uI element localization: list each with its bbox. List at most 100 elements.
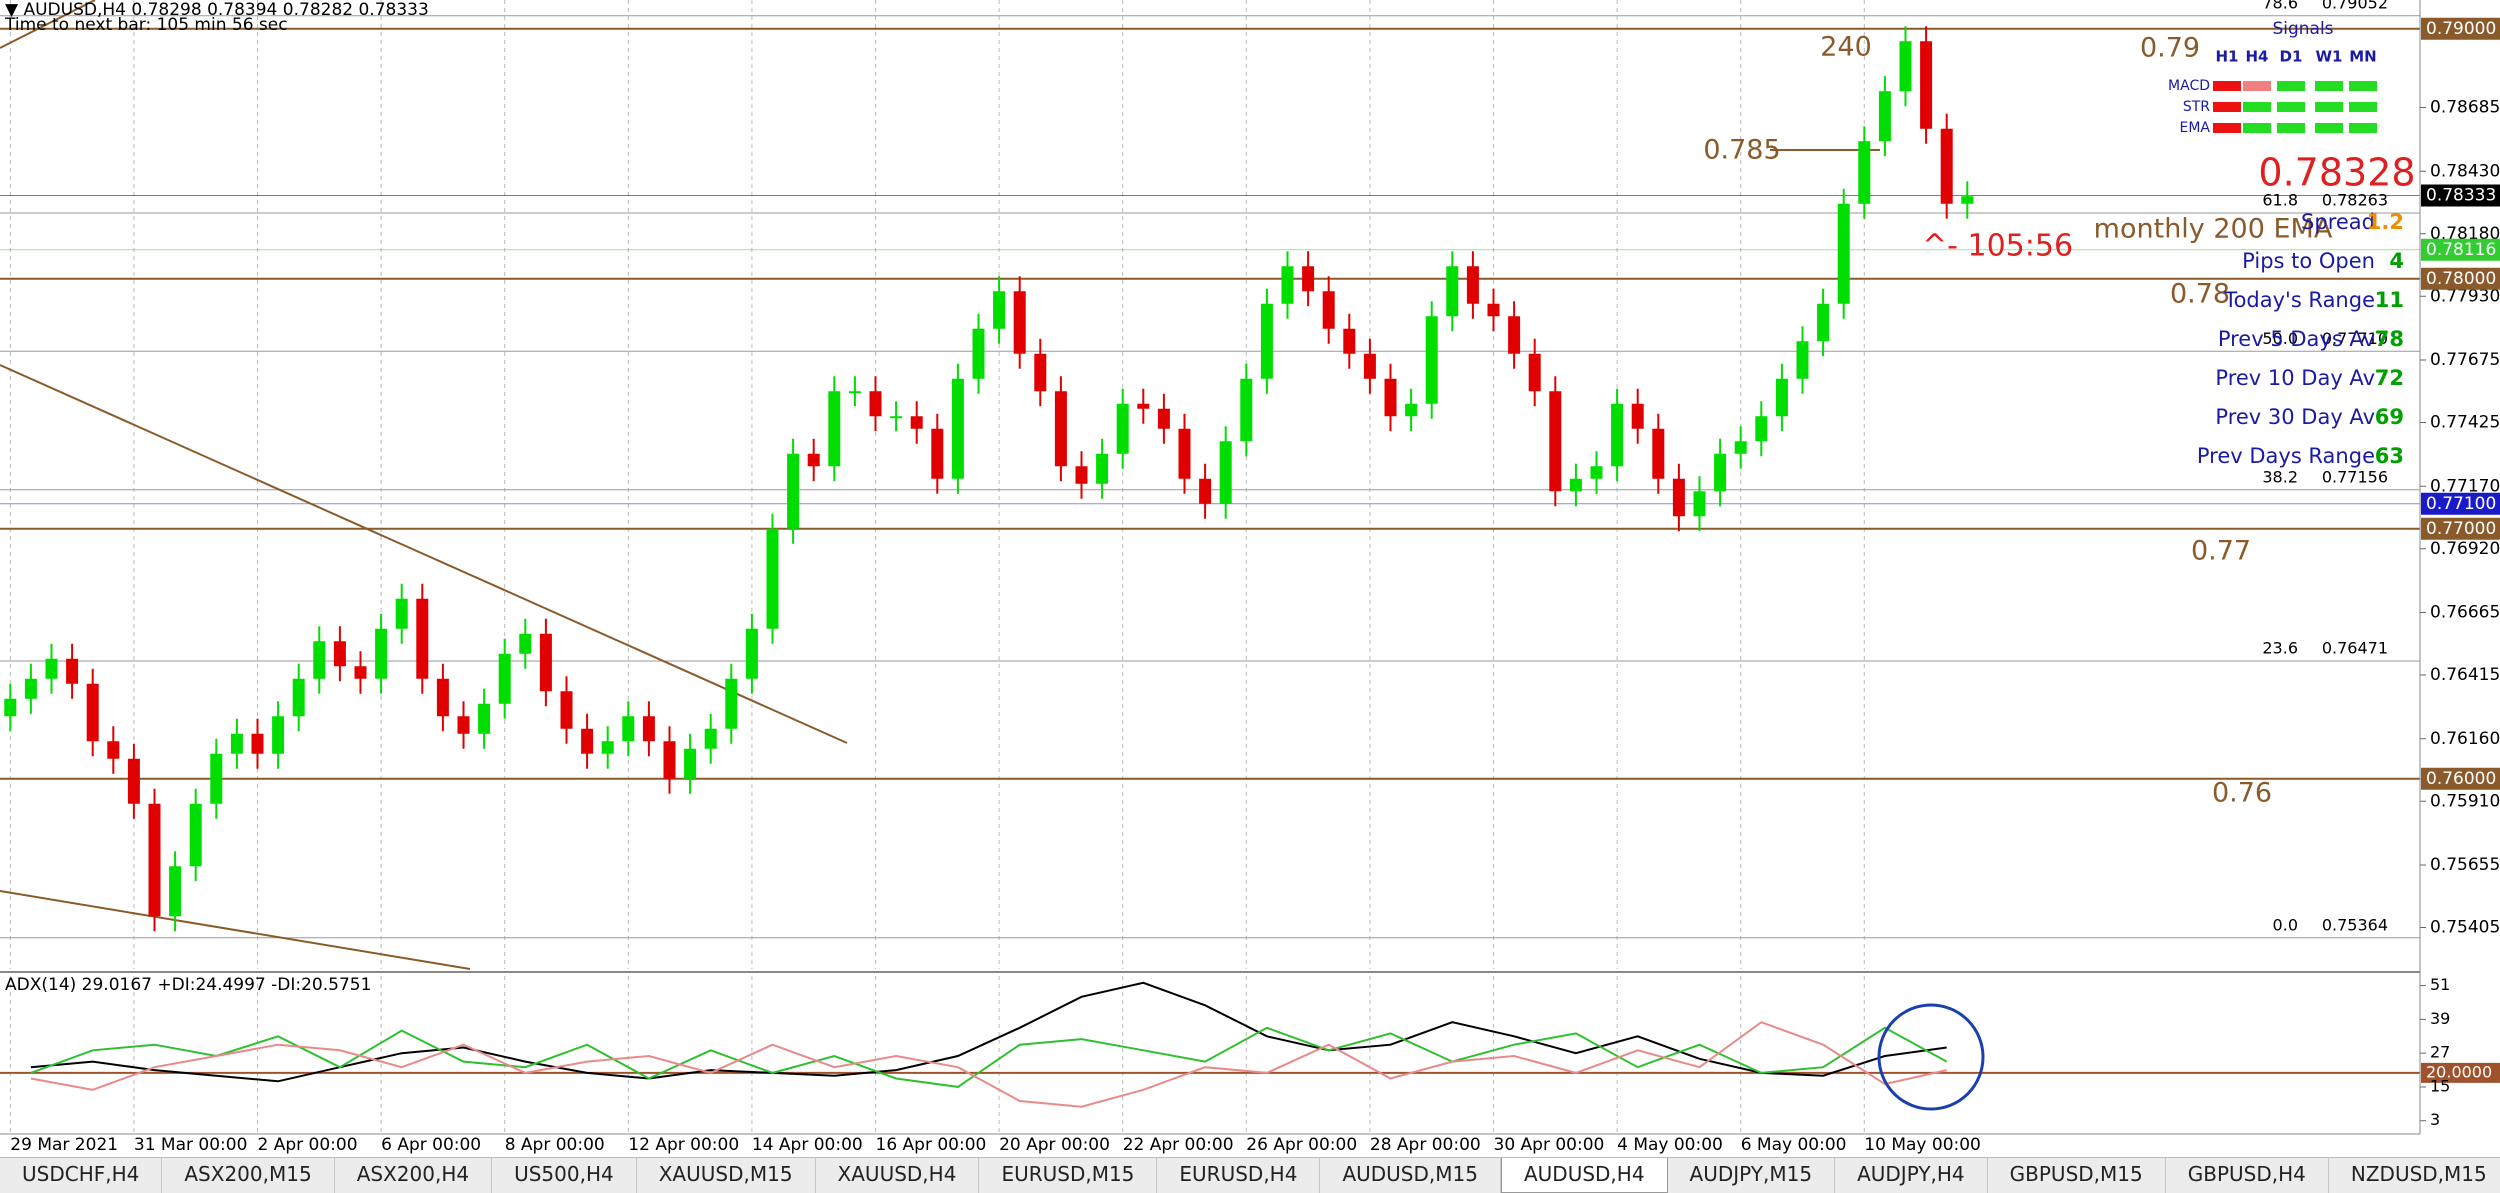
signal-header: W1 — [2316, 48, 2343, 66]
y-tick-label: 0.78430 — [2430, 161, 2500, 181]
tab[interactable]: EURUSD,H4 — [1157, 1158, 1321, 1193]
y-tick-label: 0.76920 — [2430, 539, 2500, 559]
y-tick-label: 0.78685 — [2430, 98, 2500, 118]
tab[interactable]: AUDJPY,M15 — [1668, 1158, 1836, 1193]
tab[interactable]: ASX200,H4 — [335, 1158, 493, 1193]
x-tick-label: 2 Apr 00:00 — [258, 1135, 358, 1155]
candle-body — [1611, 403, 1624, 467]
level-label: 0.77000 — [2426, 519, 2496, 539]
info-label: Prev 10 Day Av — [2215, 366, 2375, 390]
signal-box — [2349, 102, 2377, 112]
y-tick-label: 0.77170 — [2430, 476, 2500, 496]
info-value: 72 — [2375, 366, 2404, 390]
info-label: Pips to Open — [2242, 249, 2375, 273]
y-tick-label: 0.77425 — [2430, 413, 2500, 433]
annotation: 0.78 — [2170, 279, 2230, 310]
candle-body — [1384, 378, 1397, 417]
candle-body — [704, 728, 717, 749]
candle-body — [375, 628, 388, 679]
level-label: 0.79000 — [2426, 19, 2496, 39]
candle-body — [1817, 303, 1830, 342]
info-value: 4 — [2389, 249, 2404, 273]
y-tick-label: 3 — [2430, 1110, 2440, 1129]
tab[interactable]: XAUUSD,H4 — [816, 1158, 980, 1193]
level-label: 0.78000 — [2426, 269, 2496, 289]
y-tick-label: 0.76160 — [2430, 729, 2500, 749]
fib-price: 0.77156 — [2322, 467, 2388, 486]
trendline — [0, 0, 96, 49]
signal-header: MN — [2349, 48, 2376, 66]
tab[interactable]: AUDJPY,H4 — [1835, 1158, 1988, 1193]
candle-body — [848, 391, 861, 394]
candle-body — [272, 716, 285, 754]
info-label: Today's Range — [2223, 288, 2375, 312]
candle-body — [107, 741, 120, 759]
tab[interactable]: USDCHF,H4 — [0, 1158, 163, 1193]
signal-box — [2349, 123, 2377, 133]
tab[interactable]: XAUUSD,M15 — [637, 1158, 816, 1193]
candle-body — [560, 691, 573, 729]
candle-body — [1363, 353, 1376, 379]
candle-body — [1734, 441, 1747, 454]
candle-body — [601, 741, 614, 754]
signals-title: Signals — [2272, 19, 2333, 39]
fib-price: 0.76471 — [2322, 639, 2388, 658]
y-tick-label: 0.77675 — [2430, 350, 2500, 370]
price-axis: 0.786850.784300.781800.779300.776750.774… — [2420, 17, 2500, 1129]
candle-body — [931, 428, 944, 479]
level-marker — [2421, 17, 2500, 40]
indicator — [0, 981, 2420, 1108]
tab[interactable]: US500,H4 — [492, 1158, 637, 1193]
signal-box — [2243, 81, 2271, 91]
candle-body — [1178, 428, 1191, 479]
candle-body — [910, 416, 923, 429]
info-value: 1.2 — [2367, 210, 2404, 234]
candle-body — [1508, 316, 1521, 354]
candle-body — [457, 716, 470, 734]
signal-row-label: MACD — [2168, 78, 2210, 94]
candle-body — [86, 683, 99, 742]
level-marker — [2421, 1062, 2500, 1083]
candle-body — [1796, 341, 1809, 379]
tab[interactable]: GBPUSD,M15 — [1988, 1158, 2166, 1193]
candle-body — [951, 378, 964, 479]
annotation: 0.77 — [2191, 536, 2251, 567]
candle-body — [684, 748, 697, 779]
candle-body — [210, 753, 223, 804]
tab[interactable]: NZDUSD,M15 — [2329, 1158, 2500, 1193]
tab[interactable]: EURUSD,M15 — [979, 1158, 1158, 1193]
candle-body — [1322, 291, 1335, 329]
chart-subtitle: Time to next bar: 105 min 56 sec — [4, 15, 288, 35]
tab[interactable]: ASX200,M15 — [162, 1158, 335, 1193]
x-tick-label: 12 Apr 00:00 — [628, 1135, 739, 1155]
signals-panel: Signals H1 H4 D1 W1 MN MACD STR EMA — [2168, 19, 2377, 136]
level-marker — [2421, 267, 2500, 290]
tab[interactable]: AUDUSD,M15 — [1320, 1158, 1501, 1193]
tab[interactable]: AUDUSD,H4 — [1500, 1158, 1668, 1193]
level-marker — [2421, 517, 2500, 540]
y-tick-label: 15 — [2430, 1076, 2450, 1095]
tab[interactable]: GBPUSD,H4 — [2166, 1158, 2329, 1193]
candle-body — [395, 598, 408, 629]
x-tick-label: 14 Apr 00:00 — [752, 1135, 863, 1155]
price-marker — [2421, 184, 2500, 207]
candle-body — [725, 678, 738, 729]
candle-body — [66, 658, 79, 684]
x-tick-label: 6 Apr 00:00 — [381, 1135, 481, 1155]
highlight-circle — [1877, 1003, 1985, 1111]
candle-body — [1116, 403, 1129, 454]
annotation: 0.785 — [1703, 135, 1780, 166]
candle-body — [1466, 266, 1479, 304]
annotation: 240 — [1820, 32, 1872, 63]
indicator-line — [30, 1021, 1947, 1108]
candle-body — [1343, 328, 1356, 354]
fib-price: 0.79052 — [2322, 0, 2388, 12]
x-tick-label: 31 Mar 00:00 — [134, 1135, 248, 1155]
fib-ratio: 50.0 — [2262, 329, 2298, 348]
chart-title: ▼ AUDUSD,H4 0.78298 0.78394 0.78282 0.78… — [5, 0, 429, 20]
candle-body — [24, 678, 37, 699]
indicator-line — [30, 981, 1947, 1083]
info-value: 11 — [2375, 288, 2404, 312]
signal-box — [2315, 102, 2343, 112]
